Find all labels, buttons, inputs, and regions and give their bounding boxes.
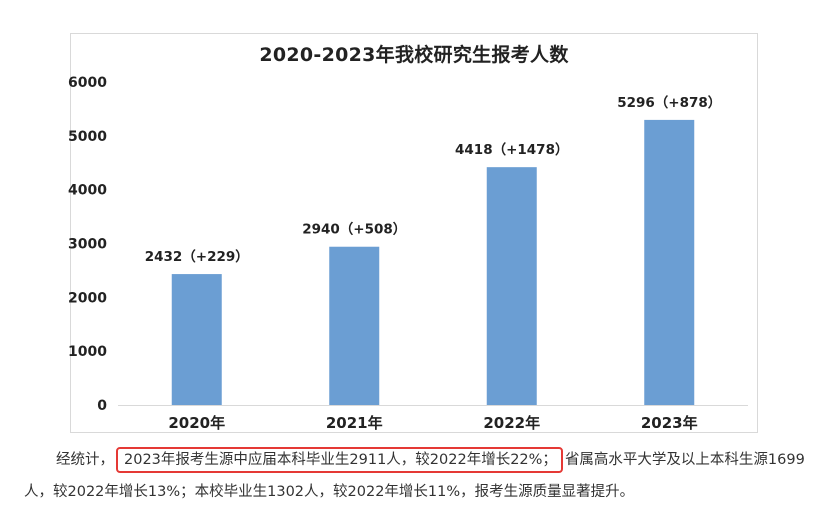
data-label: 2432（+229）	[145, 249, 249, 265]
bar	[329, 246, 380, 405]
bar	[644, 119, 695, 405]
data-label: 4418（+1478）	[455, 142, 568, 158]
caption-prefix: 经统计，	[56, 452, 114, 468]
caption-suffix: 省属高水平大学及以上本科生源1699人，较2022年增长13%；本校毕业生130…	[24, 452, 805, 500]
y-tick-label: 5000	[68, 129, 107, 145]
bar	[171, 274, 222, 405]
x-tick-label: 2023年	[641, 414, 698, 432]
y-tick-label: 0	[97, 398, 107, 414]
x-tick-label: 2022年	[483, 414, 540, 432]
x-tick-label: 2020年	[168, 414, 225, 432]
caption-highlighted-sentence: 2023年报考生源中应届本科毕业生2911人，较2022年增长22%；	[116, 447, 563, 473]
data-label: 5296（+878）	[617, 95, 721, 111]
data-label: 2940（+508）	[302, 222, 406, 238]
y-tick-label: 1000	[68, 344, 107, 360]
bar	[486, 167, 537, 405]
y-tick-label: 6000	[68, 75, 107, 91]
y-tick-label: 3000	[68, 237, 107, 253]
chart-title: 2020-2023年我校研究生报考人数	[259, 44, 569, 66]
caption-paragraph: 经统计， 2023年报考生源中应届本科毕业生2911人，较2022年增长22%；省…	[24, 444, 814, 508]
y-tick-label: 4000	[68, 183, 107, 199]
x-tick-label: 2021年	[326, 414, 383, 432]
y-tick-label: 2000	[68, 290, 107, 306]
